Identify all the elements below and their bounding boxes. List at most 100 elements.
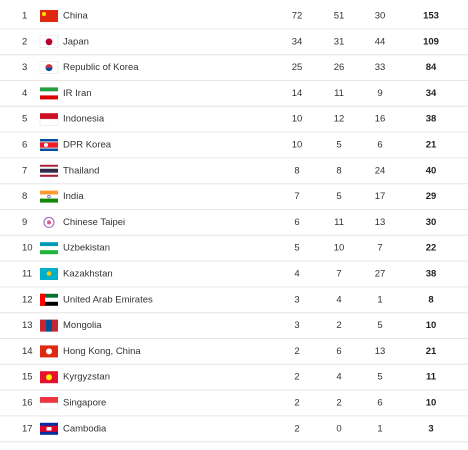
total-count: 21 [426,346,437,357]
country-name: DPR Korea [63,140,112,151]
flag-stripe [52,319,58,332]
flag-icon [40,10,58,22]
flag-stripe [40,91,58,96]
rank: 2 [22,36,27,47]
bronze-count: 24 [375,165,386,176]
gold-count: 10 [292,140,303,151]
rank: 12 [22,294,33,305]
flag-stripe [40,397,58,403]
flag-icon [40,242,58,255]
country-name: Singapore [63,398,106,409]
flag-stripe [40,301,58,306]
total-count: 38 [426,269,437,280]
bronze-count: 27 [375,269,386,280]
flag-icon [39,61,59,74]
flag-star [42,12,46,16]
silver-count: 4 [336,294,341,305]
bronze-count: 17 [375,191,386,202]
silver-count: 5 [336,140,341,151]
flag-icon [39,113,59,126]
rank: 7 [22,165,27,176]
flag-stripe [40,142,58,148]
rank: 3 [22,62,27,73]
rank: 4 [22,88,27,99]
total-count: 3 [428,423,433,434]
flag-stripe [40,293,45,306]
rank: 10 [22,243,33,254]
silver-count: 10 [334,243,345,254]
flag-stripe [46,319,52,332]
flag-stripe [40,174,58,177]
silver-count: 5 [336,191,341,202]
total-count: 21 [426,140,437,151]
flag-stripe [40,168,58,173]
country-name: United Arab Emirates [63,294,153,305]
flag-icon [40,345,58,358]
flag-stripe [40,95,58,100]
country-name: Indonesia [63,114,105,125]
flag-icon [43,216,55,228]
flag-stripe [40,242,58,247]
rank: 9 [22,217,27,228]
total-count: 10 [426,398,437,409]
silver-count: 7 [336,269,341,280]
flag-icon [40,422,58,435]
total-count: 40 [426,165,437,176]
silver-count: 2 [336,398,341,409]
bronze-count: 9 [377,88,382,99]
total-count: 38 [426,114,437,125]
silver-count: 6 [336,346,341,357]
silver-count: 26 [334,62,345,73]
flag-sun [46,271,52,276]
bronze-count: 1 [377,294,382,305]
country-name: Kyrgyzstan [63,372,110,383]
flag-field [40,10,58,22]
rank: 14 [22,346,33,357]
total-count: 22 [426,243,437,254]
rank: 5 [22,114,27,125]
flag-stripe [39,402,59,410]
gold-count: 5 [294,243,299,254]
country-name: Republic of Korea [63,62,139,73]
country-name: China [63,11,89,22]
total-count: 109 [423,36,439,47]
gold-count: 2 [294,398,299,409]
flag-stripe [40,246,58,251]
rank: 13 [22,320,33,331]
gold-count: 7 [294,191,299,202]
flag-icon [40,164,58,177]
gold-count: 10 [292,114,303,125]
country-name: Chinese Taipei [63,217,125,228]
flag-temple [46,427,52,431]
flag-stripe [40,87,58,92]
gold-count: 25 [292,62,303,73]
flag-stripe [40,113,58,120]
bronze-count: 44 [375,36,386,47]
flag-stripe [40,198,58,203]
rank: 6 [22,140,27,151]
bronze-count: 13 [375,217,386,228]
total-count: 30 [426,217,437,228]
flag-stripe [40,319,46,332]
total-count: 34 [426,88,437,99]
bronze-count: 5 [377,372,382,383]
flag-icon [39,35,59,49]
country-name: Japan [63,36,89,47]
silver-count: 2 [336,320,341,331]
gold-count: 4 [294,269,299,280]
silver-count: 8 [336,165,341,176]
flag-stripe [40,164,58,167]
flag-sun [46,374,52,381]
total-count: 153 [423,11,439,22]
flag-stripe [40,172,58,175]
flag-disc [45,38,53,46]
bronze-count: 5 [377,320,382,331]
rank: 11 [22,269,32,280]
country-name: Thailand [63,165,99,176]
flag-icon [40,139,58,151]
flag-taeguk [45,64,53,68]
gold-count: 72 [292,11,303,22]
flag-icon [40,87,58,100]
bronze-count: 33 [375,62,386,73]
